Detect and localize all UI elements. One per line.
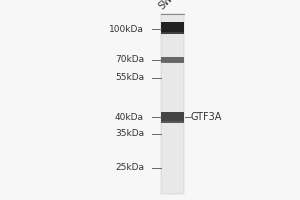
Text: 35kDa: 35kDa xyxy=(115,130,144,138)
Bar xyxy=(161,112,184,122)
Text: 55kDa: 55kDa xyxy=(115,73,144,82)
Text: 25kDa: 25kDa xyxy=(115,164,144,172)
Text: 40kDa: 40kDa xyxy=(115,112,144,121)
Bar xyxy=(161,32,184,33)
Bar xyxy=(161,14,184,194)
Bar xyxy=(161,57,184,63)
Bar xyxy=(161,62,184,63)
Bar xyxy=(161,121,184,122)
Bar xyxy=(161,22,184,33)
Text: SW480: SW480 xyxy=(157,0,188,11)
Text: GTF3A: GTF3A xyxy=(190,112,222,122)
Text: 100kDa: 100kDa xyxy=(109,24,144,33)
Text: 70kDa: 70kDa xyxy=(115,55,144,64)
